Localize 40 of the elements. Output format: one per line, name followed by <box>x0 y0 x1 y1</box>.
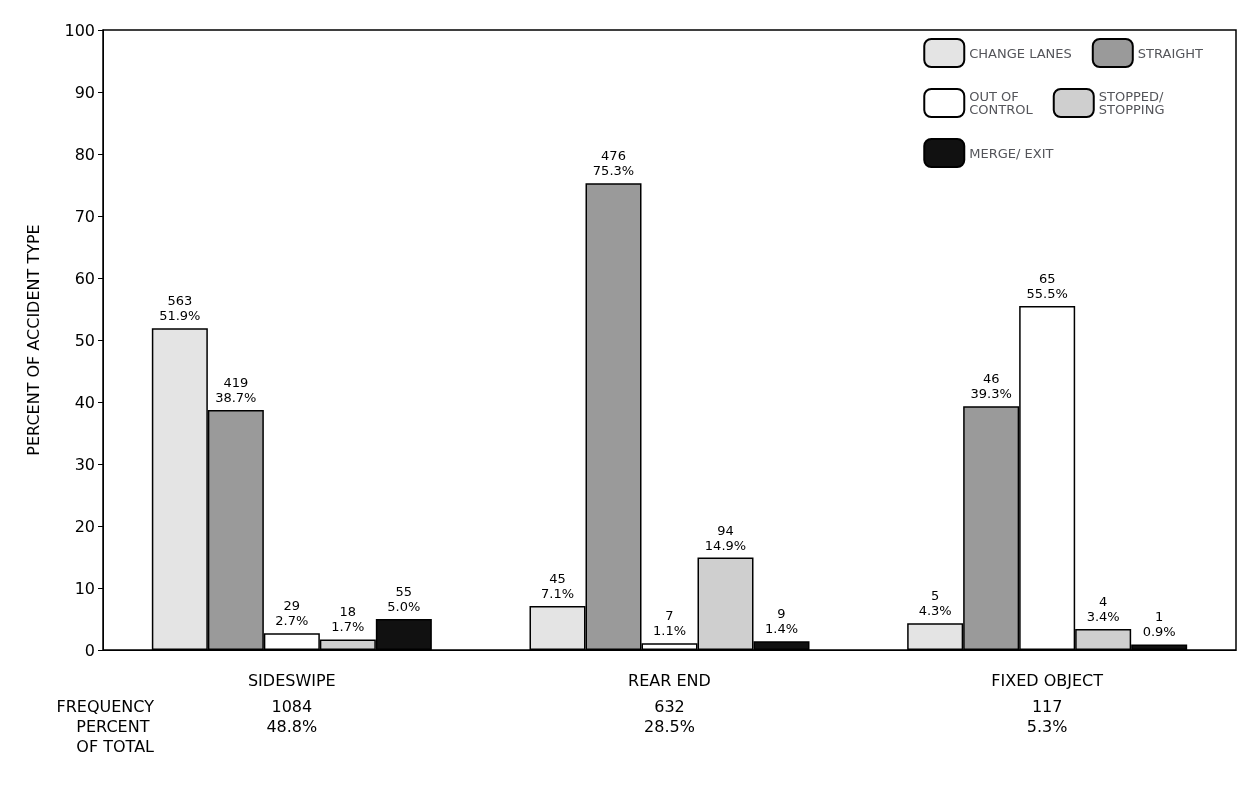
data-label: 419 38.7% <box>215 375 257 406</box>
y-tick-label: 10 <box>74 578 95 598</box>
data-label: 65 55.5% <box>1026 270 1068 301</box>
text: 632 28.5% <box>644 696 695 736</box>
y-tick-label: 30 <box>74 454 95 474</box>
data-label: 94 14.9% <box>704 522 747 553</box>
text: 1084 48.8% <box>266 696 318 736</box>
y-tick-label: 80 <box>74 144 95 164</box>
legend-label: CHANGE LANES <box>969 45 1072 61</box>
legend-label: STRAIGHT <box>1137 45 1204 61</box>
y-tick-label: 0 <box>84 640 95 660</box>
x-tick-label: SIDESWIPE <box>247 670 336 690</box>
data-label: 563 51.9% <box>159 293 201 324</box>
data-label: 45 7.1% <box>540 570 575 601</box>
x-tick-label: FIXED OBJECT <box>991 670 1104 690</box>
data-label: 5 4.3% <box>918 588 952 619</box>
y-tick-label: 20 <box>74 516 95 536</box>
y-tick-label: 70 <box>74 206 95 226</box>
y-tick-label: 90 <box>74 82 95 102</box>
data-label: 4 3.4% <box>1086 593 1120 624</box>
data-label: 476 75.3% <box>592 148 635 179</box>
data-label: 55 5.0% <box>387 584 421 614</box>
y-tick-label: 60 <box>74 268 95 288</box>
legend-label: OUT OF CONTROL <box>969 89 1034 117</box>
data-label: 46 39.3% <box>970 371 1012 402</box>
y-tick-label: 100 <box>64 20 95 40</box>
text: PERCENT OF TOTAL <box>76 716 155 756</box>
data-label: 7 1.1% <box>652 608 687 639</box>
text: FREQUENCY <box>56 696 155 716</box>
legend-label: STOPPED/ STOPPING <box>1098 89 1168 117</box>
legend-label: MERGE/ EXIT <box>969 145 1054 161</box>
x-tick-label: REAR END <box>628 670 711 690</box>
data-label: 9 1.4% <box>764 606 799 637</box>
data-label: 1 0.9% <box>1142 609 1176 640</box>
data-label: 29 2.7% <box>275 598 309 629</box>
y-axis-title: PERCENT OF ACCIDENT TYPE <box>23 224 43 456</box>
y-tick-label: 50 <box>74 330 95 350</box>
data-label: 18 1.7% <box>331 604 365 635</box>
y-tick-label: 40 <box>74 392 95 412</box>
text: 117 5.3% <box>1026 696 1068 736</box>
